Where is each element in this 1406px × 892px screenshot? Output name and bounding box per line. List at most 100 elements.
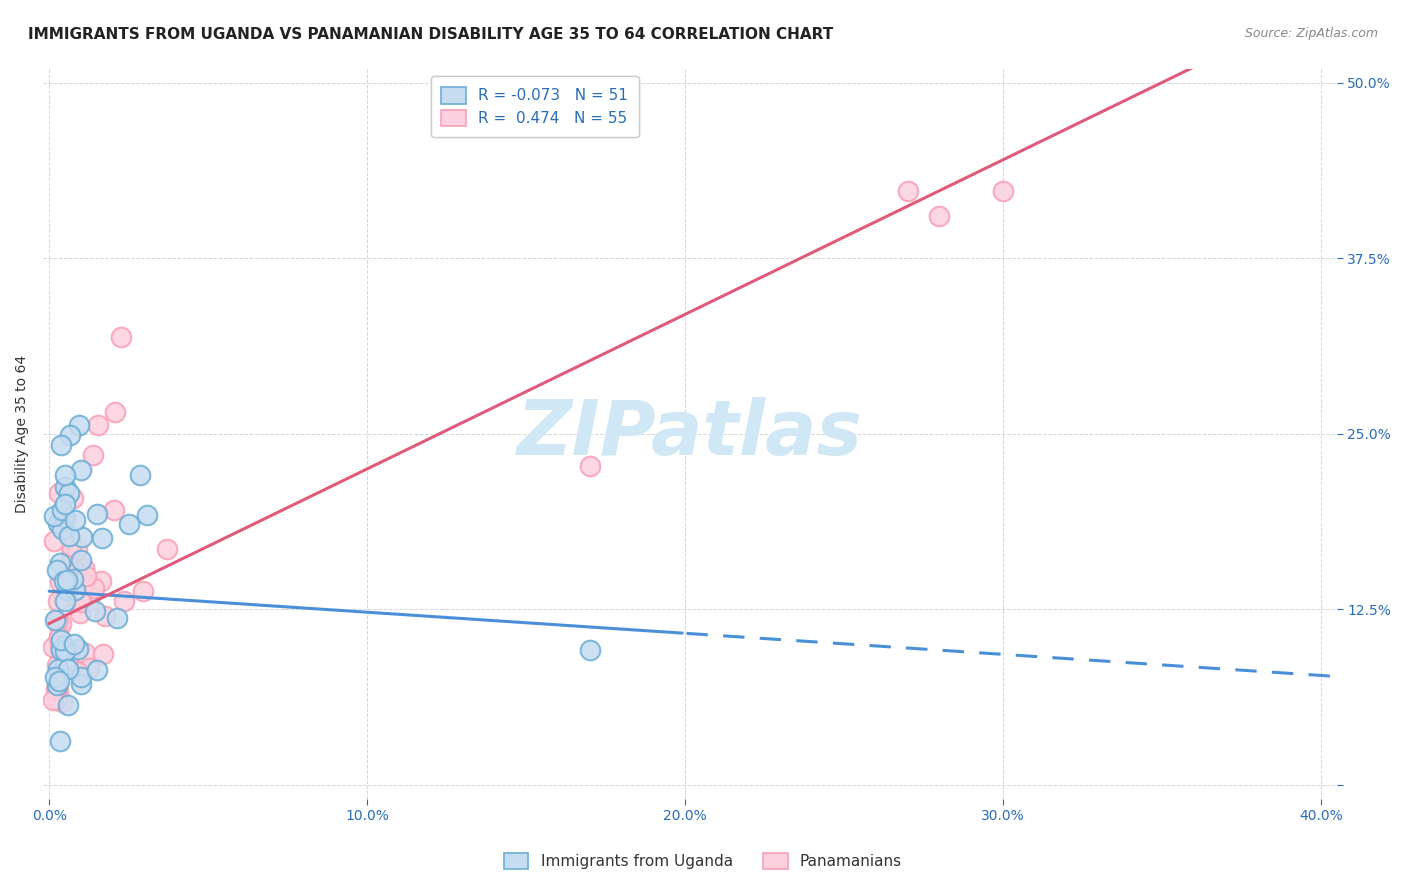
Point bbox=[48, 632, 70, 646]
Point bbox=[53, 468, 76, 483]
Point bbox=[103, 405, 125, 419]
Legend: Immigrants from Uganda, Panamanians: Immigrants from Uganda, Panamanians bbox=[498, 847, 908, 875]
Point bbox=[896, 184, 918, 198]
Point bbox=[70, 463, 93, 477]
Point bbox=[45, 678, 67, 692]
Point bbox=[132, 583, 155, 598]
Point bbox=[67, 665, 90, 679]
Point bbox=[86, 418, 108, 433]
Point bbox=[56, 573, 79, 587]
Point bbox=[53, 480, 76, 494]
Point bbox=[59, 428, 82, 442]
Point bbox=[578, 459, 600, 474]
Point bbox=[90, 574, 112, 589]
Point bbox=[59, 548, 82, 562]
Point bbox=[51, 503, 73, 517]
Point bbox=[105, 611, 128, 625]
Point bbox=[42, 533, 65, 548]
Point bbox=[63, 513, 86, 527]
Point bbox=[45, 563, 67, 577]
Point bbox=[46, 516, 69, 530]
Point bbox=[51, 616, 73, 631]
Point bbox=[67, 590, 90, 604]
Y-axis label: Disability Age 35 to 64: Disability Age 35 to 64 bbox=[15, 355, 30, 513]
Point bbox=[44, 670, 66, 684]
Text: Source: ZipAtlas.com: Source: ZipAtlas.com bbox=[1244, 27, 1378, 40]
Point bbox=[70, 670, 93, 684]
Point bbox=[44, 613, 66, 627]
Point bbox=[56, 643, 79, 657]
Point bbox=[66, 566, 89, 580]
Point bbox=[114, 594, 136, 608]
Point bbox=[52, 640, 75, 654]
Point bbox=[79, 593, 101, 607]
Point bbox=[51, 523, 73, 537]
Point bbox=[46, 614, 69, 628]
Point bbox=[66, 541, 89, 556]
Point bbox=[118, 516, 141, 531]
Point bbox=[67, 418, 90, 433]
Point bbox=[91, 647, 114, 661]
Point bbox=[55, 511, 77, 525]
Point bbox=[48, 485, 70, 500]
Point bbox=[49, 438, 72, 452]
Point bbox=[135, 508, 157, 522]
Point bbox=[48, 575, 70, 590]
Point bbox=[70, 531, 93, 545]
Point bbox=[73, 561, 96, 575]
Point bbox=[77, 661, 100, 675]
Point bbox=[83, 603, 105, 617]
Point bbox=[991, 184, 1014, 198]
Point bbox=[103, 503, 125, 517]
Point bbox=[56, 583, 79, 598]
Point bbox=[58, 529, 80, 543]
Point bbox=[86, 664, 108, 678]
Point bbox=[42, 509, 65, 524]
Point bbox=[53, 594, 76, 608]
Point bbox=[63, 637, 86, 651]
Point bbox=[56, 662, 79, 676]
Point bbox=[67, 642, 90, 657]
Point bbox=[46, 683, 69, 698]
Point bbox=[48, 643, 70, 657]
Legend: R = -0.073   N = 51, R =  0.474   N = 55: R = -0.073 N = 51, R = 0.474 N = 55 bbox=[430, 76, 638, 137]
Point bbox=[82, 448, 104, 462]
Point bbox=[48, 673, 70, 688]
Point bbox=[94, 608, 117, 623]
Point bbox=[70, 595, 93, 609]
Point bbox=[55, 643, 77, 657]
Point bbox=[69, 677, 91, 691]
Point bbox=[75, 569, 97, 583]
Point bbox=[53, 497, 76, 511]
Text: IMMIGRANTS FROM UGANDA VS PANAMANIAN DISABILITY AGE 35 TO 64 CORRELATION CHART: IMMIGRANTS FROM UGANDA VS PANAMANIAN DIS… bbox=[28, 27, 834, 42]
Point bbox=[46, 657, 69, 672]
Point bbox=[53, 658, 76, 673]
Text: ZIPatlas: ZIPatlas bbox=[517, 397, 863, 471]
Point bbox=[56, 653, 79, 667]
Point bbox=[49, 734, 72, 748]
Point bbox=[62, 572, 84, 586]
Point bbox=[58, 486, 80, 500]
Point bbox=[578, 643, 600, 657]
Point bbox=[63, 582, 86, 597]
Point bbox=[49, 638, 72, 652]
Point bbox=[49, 556, 72, 570]
Point bbox=[110, 330, 132, 344]
Point bbox=[129, 467, 152, 482]
Point bbox=[46, 594, 69, 608]
Point bbox=[53, 644, 76, 658]
Point bbox=[156, 542, 179, 557]
Point bbox=[91, 531, 114, 545]
Point bbox=[86, 507, 108, 521]
Point bbox=[49, 643, 72, 657]
Point bbox=[52, 591, 75, 606]
Point bbox=[83, 581, 105, 595]
Point bbox=[75, 646, 97, 660]
Point bbox=[62, 491, 84, 505]
Point bbox=[70, 592, 93, 607]
Point bbox=[51, 695, 73, 709]
Point bbox=[59, 539, 82, 553]
Point bbox=[53, 574, 76, 588]
Point bbox=[42, 693, 65, 707]
Point bbox=[46, 662, 69, 676]
